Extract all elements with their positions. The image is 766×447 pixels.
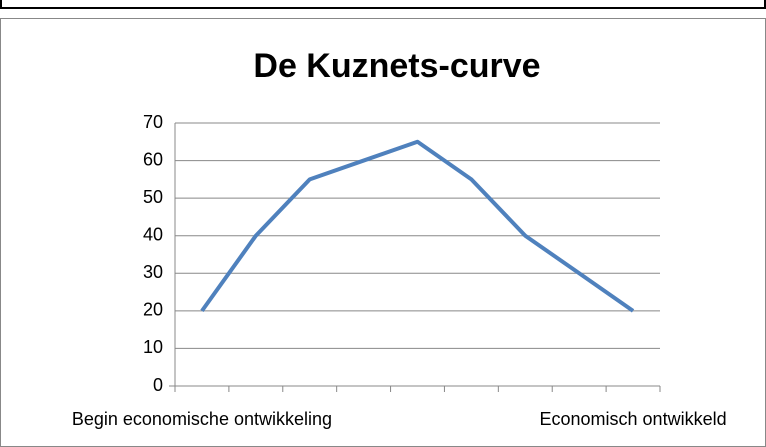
- top-frame: [0, 0, 766, 9]
- y-tick-label: 20: [143, 300, 163, 320]
- y-tick-label: 0: [153, 375, 163, 395]
- x-tick-label: Economisch ontwikkeld: [540, 409, 727, 429]
- y-tick-label: 40: [143, 224, 163, 244]
- line-series: [200, 139, 635, 313]
- y-tick-label: 60: [143, 149, 163, 169]
- y-tick-label: 50: [143, 187, 163, 207]
- y-tick-label: 30: [143, 262, 163, 282]
- chart-frame: [0, 18, 766, 447]
- chart-title: De Kuznets-curve: [253, 47, 540, 85]
- y-tick-label: 70: [143, 112, 163, 132]
- x-tick-label: Begin economische ontwikkeling: [72, 409, 332, 429]
- y-tick-label: 10: [143, 337, 163, 357]
